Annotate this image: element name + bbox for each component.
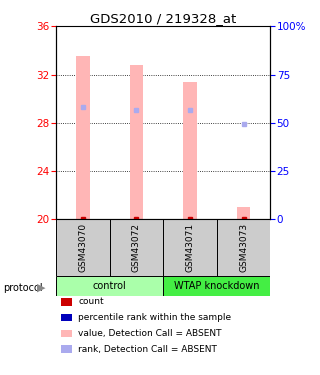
Text: rank, Detection Call = ABSENT: rank, Detection Call = ABSENT: [78, 345, 217, 354]
Text: GSM43070: GSM43070: [78, 223, 87, 272]
Bar: [56, 276, 163, 296]
Text: WTAP knockdown: WTAP knockdown: [174, 281, 260, 291]
Text: control: control: [93, 281, 126, 291]
Bar: [130, 65, 143, 219]
Bar: [56, 219, 109, 276]
Text: count: count: [78, 297, 104, 306]
Bar: [109, 219, 163, 276]
Bar: [163, 219, 217, 276]
Bar: [217, 219, 270, 276]
Text: GSM43073: GSM43073: [239, 223, 248, 272]
Bar: [163, 276, 270, 296]
Text: value, Detection Call = ABSENT: value, Detection Call = ABSENT: [78, 329, 222, 338]
Text: protocol: protocol: [3, 283, 43, 293]
Bar: [237, 207, 250, 219]
Text: GSM43071: GSM43071: [186, 223, 195, 272]
Title: GDS2010 / 219328_at: GDS2010 / 219328_at: [90, 12, 236, 25]
Bar: [76, 56, 90, 219]
Bar: [183, 82, 197, 219]
Text: GSM43072: GSM43072: [132, 223, 141, 272]
Text: ▶: ▶: [37, 283, 45, 293]
Text: percentile rank within the sample: percentile rank within the sample: [78, 313, 232, 322]
